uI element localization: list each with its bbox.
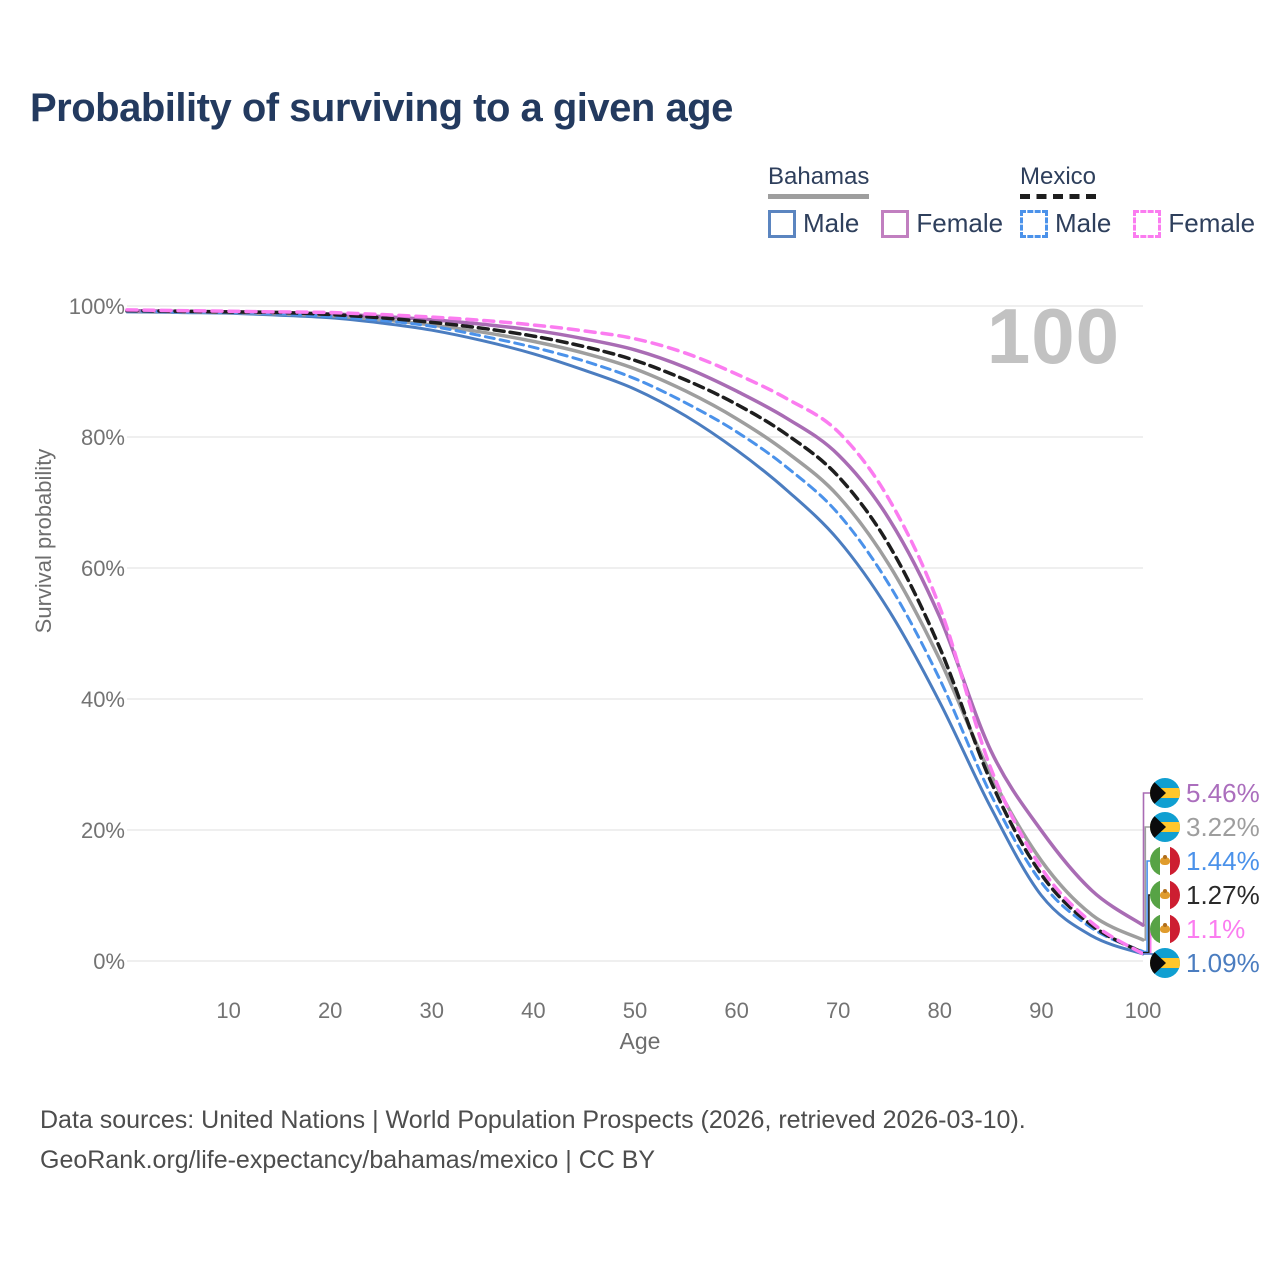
end-label-value: 5.46% — [1186, 777, 1260, 808]
end-label-value: 1.44% — [1186, 845, 1260, 876]
series-line-bahamas-male — [125, 310, 1145, 956]
series-line-mexico-total — [125, 308, 1145, 955]
page-title: Probability of surviving to a given age — [30, 86, 733, 130]
y-tick-label: 80% — [80, 425, 125, 450]
end-label-connector-mexico-total — [1143, 894, 1150, 954]
end-label-row-bahamas-total: 3.22% — [1150, 811, 1260, 843]
end-label-connector-bahamas-female — [1142, 792, 1150, 926]
end-label-row-mexico-total: 1.27% — [1150, 879, 1260, 911]
y-tick-label: 0% — [93, 949, 125, 974]
x-tick-label: 80 — [927, 998, 953, 1023]
legend-item-bahamas-female[interactable]: Female — [881, 208, 1003, 239]
x-axis-title: Age — [619, 1028, 661, 1054]
x-tick-label: 70 — [825, 998, 851, 1023]
series-curves — [125, 308, 1145, 956]
x-tick-label: 100 — [1124, 998, 1162, 1023]
legend-group-title-bahamas: Bahamas — [768, 163, 870, 199]
bahamas-flag-icon — [1150, 948, 1180, 978]
legend-item-mexico-male[interactable]: Male — [1020, 208, 1111, 239]
legend-swatch-bahamas-male — [768, 209, 796, 238]
mexico-flag-icon — [1150, 846, 1180, 876]
legend-item-label: Female — [916, 208, 1004, 238]
legend-group-title-mexico: Mexico — [1020, 163, 1097, 199]
legend-item-label: Male — [1055, 208, 1112, 238]
legend-item-bahamas-male[interactable]: Male — [768, 208, 859, 239]
legend-item-mexico-female[interactable]: Female — [1133, 208, 1255, 239]
legend-swatch-bahamas-female — [881, 209, 910, 238]
bahamas-flag-icon — [1150, 778, 1180, 808]
bahamas-flag-icon — [1150, 812, 1180, 842]
end-label-row-bahamas-male: 1.09% — [1150, 947, 1260, 979]
x-tick-label: 40 — [521, 998, 546, 1023]
end-label-value: 3.22% — [1186, 811, 1260, 842]
attribution-text: GeoRank.org/life-expectancy/bahamas/mexi… — [40, 1146, 656, 1174]
y-tick-label: 20% — [80, 818, 125, 843]
x-tick-label: 20 — [317, 998, 343, 1023]
end-label-value: 1.1% — [1186, 913, 1246, 944]
legend-group-bahamas: Bahamas Male Female — [768, 163, 1025, 239]
series-line-mexico-male — [125, 309, 1145, 954]
end-label-connector-bahamas-total — [1143, 826, 1150, 941]
y-tick-label: 40% — [80, 687, 125, 712]
gridlines — [127, 305, 1143, 962]
x-tick-label: 60 — [724, 998, 749, 1023]
series-line-bahamas-female — [125, 308, 1145, 927]
y-tick-label: 60% — [80, 556, 125, 581]
legend-group-mexico: Mexico Male Female — [1020, 163, 1277, 239]
legend-swatch-mexico-female — [1133, 209, 1162, 238]
end-label-value: 1.09% — [1186, 947, 1260, 978]
end-label-connector-mexico-male — [1143, 860, 1150, 953]
series-line-bahamas-total — [125, 309, 1145, 942]
series-line-mexico-female — [125, 308, 1145, 956]
mexico-flag-icon — [1150, 880, 1180, 910]
age-counter-watermark: 100 — [986, 292, 1120, 380]
end-label-value: 1.27% — [1186, 879, 1260, 910]
end-label-connectors — [1142, 792, 1154, 964]
y-tick-label: 100% — [68, 294, 125, 319]
x-tick-label: 30 — [419, 998, 445, 1023]
end-label-row-mexico-female: 1.1% — [1150, 913, 1245, 945]
mexico-flag-icon — [1150, 914, 1180, 944]
x-tick-label: 10 — [216, 998, 241, 1023]
legend-item-label: Female — [1168, 208, 1256, 238]
x-tick-label: 90 — [1029, 998, 1054, 1023]
data-sources-text: Data sources: United Nations | World Pop… — [40, 1106, 1026, 1134]
x-tick-label: 50 — [622, 998, 648, 1023]
legend-item-label: Male — [803, 208, 860, 238]
end-label-row-mexico-male: 1.44% — [1150, 845, 1260, 877]
end-label-row-bahamas-female: 5.46% — [1150, 777, 1260, 809]
legend-swatch-mexico-male — [1020, 209, 1048, 238]
